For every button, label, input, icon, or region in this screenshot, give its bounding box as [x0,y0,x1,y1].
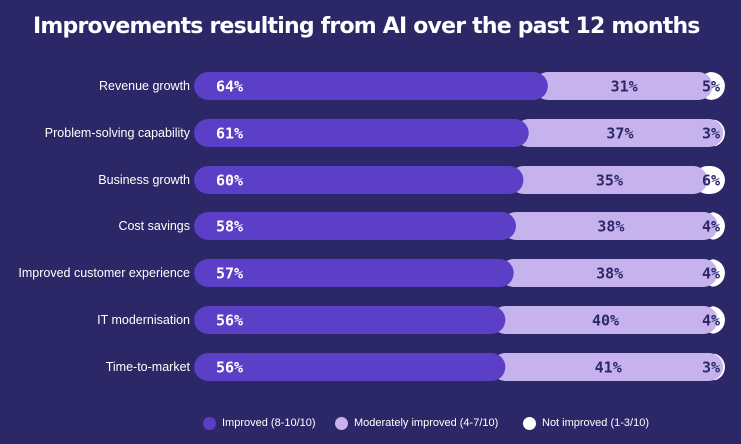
category-label: Business growth [98,173,190,187]
bar-segment [194,306,506,334]
category-label: Improved customer experience [18,266,190,280]
bar-row: Improved customer experience 57% 38% 4% [18,259,725,287]
bar-segment [194,212,516,240]
data-label: 56% [216,359,243,377]
category-label: Revenue growth [99,79,190,93]
bar-segment [501,212,718,240]
data-label: 3% [702,359,720,377]
data-label: 38% [597,218,624,236]
legend-label: Not improved (1-3/10) [542,417,649,429]
bar-segment [533,72,713,100]
legend-swatch [335,416,348,430]
data-label: 58% [216,218,243,236]
data-label: 40% [592,312,619,330]
bar-segment [194,72,548,100]
legend-swatch [203,416,216,430]
data-label: 35% [596,172,623,190]
data-label: 57% [216,265,243,283]
bar-segment [194,119,529,147]
data-label: 31% [611,78,638,96]
chart-title: Improvements resulting from AI over the … [33,14,700,39]
bar-segment [194,166,524,194]
data-label: 4% [702,265,720,283]
data-label: 61% [216,125,243,143]
bar-segment [194,259,514,287]
legend-item: Not improved (1-3/10) [523,414,649,432]
bar-segment [509,166,708,194]
legend-label: Improved (8-10/10) [222,417,316,429]
category-label: IT modernisation [97,313,190,327]
data-label: 37% [606,125,633,143]
data-label: 56% [216,312,243,330]
category-label: Problem-solving capability [45,126,191,140]
data-label: 64% [216,78,243,96]
bar-segment [491,306,718,334]
data-label: 60% [216,172,243,190]
legend-swatch [523,416,536,430]
bar-row: IT modernisation 56% 40% 4% [97,306,725,334]
bar-row: Problem-solving capability 61% 37% 3% [45,119,725,147]
data-label: 38% [596,265,623,283]
bar-segment [499,259,718,287]
bar-segment [514,119,724,147]
bar-row: Cost savings 58% 38% 4% [118,212,725,240]
data-label: 4% [702,312,720,330]
legend-item: Improved (8-10/10) [203,414,316,432]
category-label: Cost savings [118,219,190,233]
bar-row: Time-to-market 56% 41% 3% [106,353,725,381]
legend-item: Moderately improved (4-7/10) [335,414,498,432]
legend: Improved (8-10/10) Moderately improved (4… [0,414,741,432]
bar-row: Business growth 60% 35% 6% [98,166,725,194]
category-label: Time-to-market [106,360,191,374]
data-label: 41% [595,359,622,377]
legend-label: Moderately improved (4-7/10) [354,417,499,429]
bar-row: Revenue growth 64% 31% 5% [99,72,725,100]
data-label: 4% [702,218,720,236]
data-label: 5% [702,78,720,96]
bar-segment [491,353,724,381]
data-label: 6% [702,172,720,190]
data-label: 3% [702,125,720,143]
bar-segment [194,353,506,381]
